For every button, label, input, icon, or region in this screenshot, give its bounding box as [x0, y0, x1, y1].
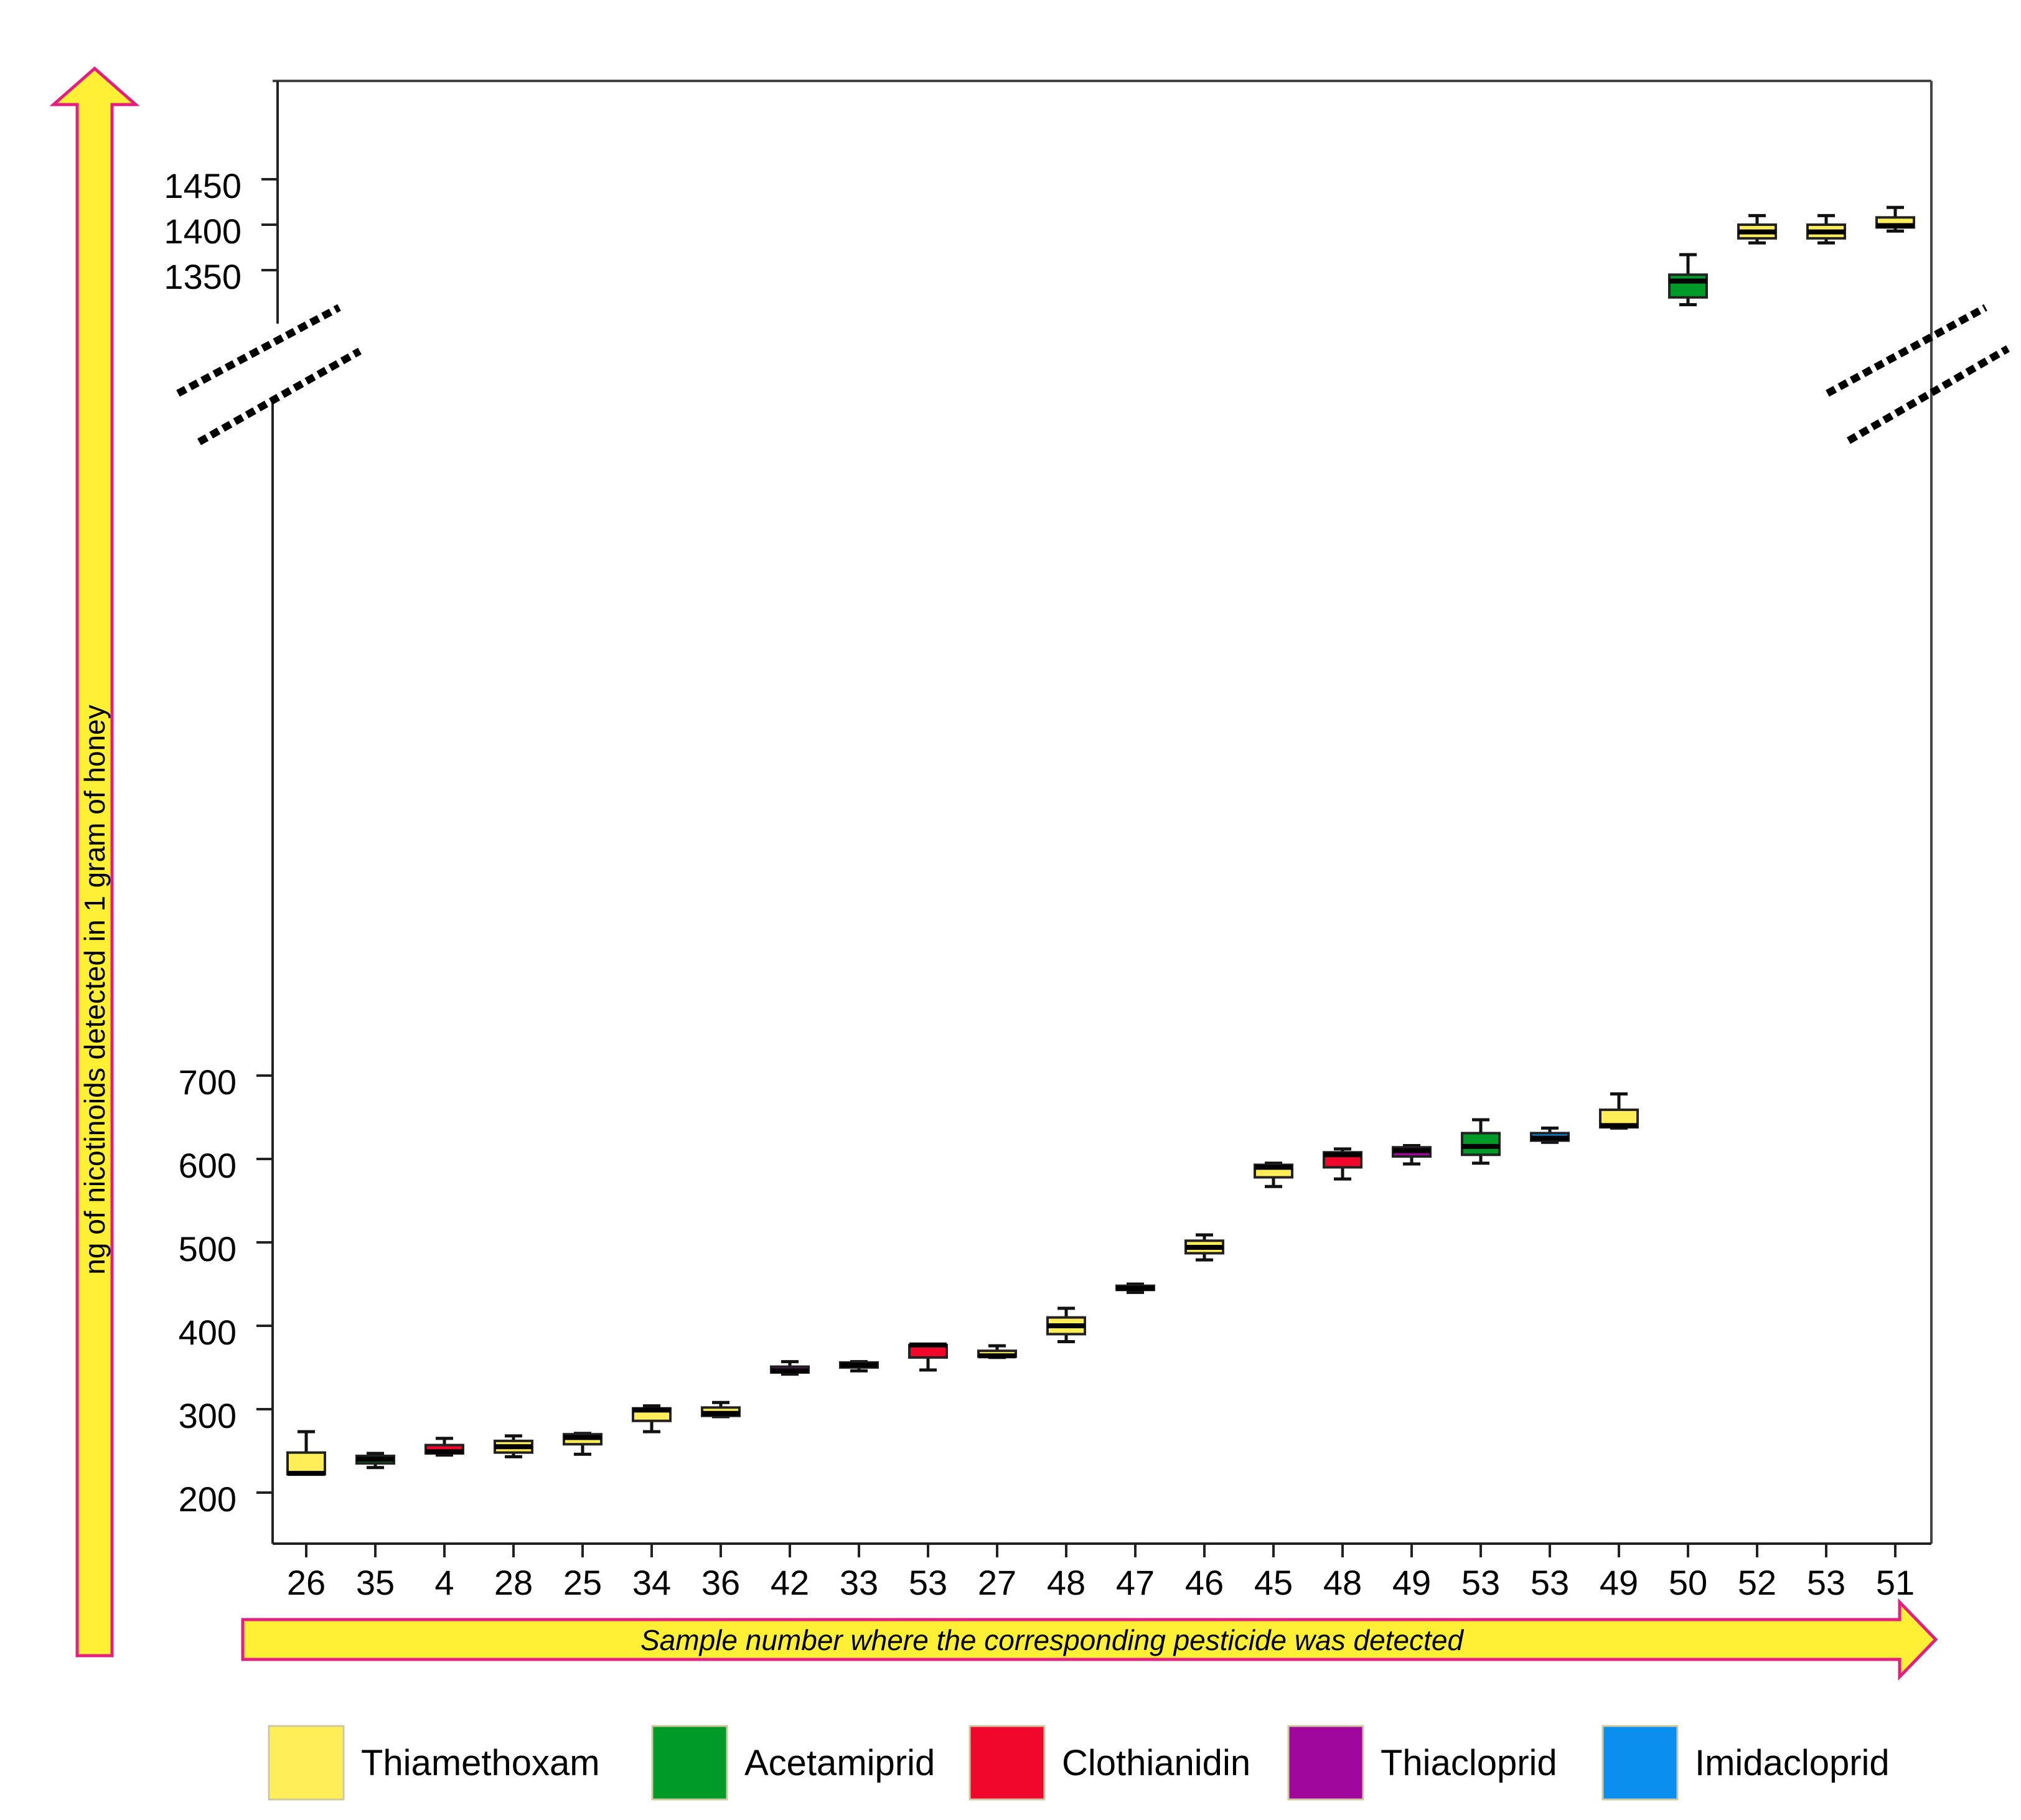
y-tick-label-lower-0: 200 [179, 1480, 237, 1519]
box-17 [1461, 1118, 1501, 1165]
x-tick-label-23: 51 [1876, 1563, 1915, 1602]
x-tick-label-6: 36 [701, 1563, 740, 1602]
axis-break-right-2 [1846, 345, 2010, 444]
y-tick-label-lower-3: 500 [179, 1229, 237, 1269]
y-axis-ticks: 200 300 400 500 600 700 1350 1400 1450 [164, 166, 278, 1519]
box-3 [494, 1434, 533, 1458]
legend-label: Clothianidin [1062, 1743, 1250, 1783]
x-tick-label-14: 45 [1254, 1563, 1293, 1602]
legend-label: Thiacloprid [1381, 1743, 1557, 1783]
x-tick-label-20: 50 [1669, 1563, 1707, 1602]
legend-swatch [1601, 1725, 1679, 1801]
y-axis-title-arrow: ng of nicotinoids detected in 1 gram of … [49, 66, 140, 1658]
box-0 [286, 1430, 326, 1476]
box-11 [1046, 1306, 1086, 1343]
box-5 [632, 1404, 672, 1433]
x-tick-label-9: 53 [909, 1563, 947, 1602]
x-tick-label-15: 48 [1323, 1563, 1362, 1602]
x-tick-label-21: 52 [1738, 1563, 1776, 1602]
box-22 [1806, 213, 1846, 245]
legend-swatch [1287, 1725, 1364, 1801]
legend-item-thiacloprid: Thiacloprid [1287, 1725, 1557, 1801]
axis-break-right-1 [1826, 304, 1987, 397]
legend-swatch [651, 1725, 728, 1801]
x-tick-label-13: 46 [1185, 1563, 1224, 1602]
box-7 [770, 1360, 810, 1376]
box-8 [839, 1360, 879, 1372]
y-tick-label-upper-0: 1350 [164, 257, 241, 296]
legend-swatch [268, 1725, 345, 1801]
x-tick-label-3: 28 [494, 1563, 533, 1602]
box-18 [1530, 1126, 1570, 1144]
box-20 [1668, 253, 1708, 306]
plot-frame [271, 80, 1933, 1545]
legend-item-imidacloprid: Imidacloprid [1601, 1725, 1890, 1801]
box-21 [1737, 213, 1777, 245]
y-tick-label-lower-5: 700 [179, 1062, 237, 1102]
box-10 [977, 1344, 1017, 1359]
box-body [1461, 1132, 1501, 1156]
box-body [286, 1451, 326, 1476]
x-axis-title: Sample number where the corresponding pe… [640, 1624, 1464, 1656]
x-tick-label-5: 34 [632, 1563, 671, 1602]
x-tick-label-18: 53 [1531, 1563, 1569, 1602]
x-tick-label-11: 48 [1047, 1563, 1086, 1602]
y-tick-label-lower-1: 300 [179, 1396, 237, 1435]
box-6 [701, 1400, 741, 1419]
x-tick-label-10: 27 [978, 1563, 1016, 1602]
box-12 [1115, 1282, 1155, 1294]
box-2 [424, 1437, 464, 1457]
x-tick-label-19: 49 [1600, 1563, 1638, 1602]
x-axis-title-arrow: Sample number where the corresponding pe… [241, 1598, 1938, 1681]
box-23 [1875, 205, 1915, 233]
y-tick-label-upper-1: 1400 [164, 212, 241, 251]
x-tick-label-0: 26 [287, 1563, 326, 1602]
box-16 [1392, 1144, 1432, 1166]
axis-break-left-2 [197, 347, 362, 446]
y-arrow-shape [49, 66, 140, 1658]
legend-swatch [968, 1725, 1046, 1801]
x-tick-label-16: 49 [1392, 1563, 1431, 1602]
legend-item-acetamiprid: Acetamiprid [651, 1725, 935, 1801]
axis-break-left-1 [176, 304, 341, 397]
legend-label: Imidacloprid [1695, 1743, 1890, 1783]
y-axis-title: ng of nicotinoids detected in 1 gram of … [78, 705, 111, 1275]
x-tick-label-22: 53 [1807, 1563, 1845, 1602]
x-tick-label-4: 25 [563, 1563, 602, 1602]
box-15 [1323, 1147, 1362, 1181]
x-tick-label-1: 35 [356, 1563, 395, 1602]
box-series [286, 205, 1915, 1476]
x-axis-ticks: 26 35 4 28 25 34 36 42 33 53 27 48 47 46 45 48 49 53 53 49 5… [287, 1544, 1915, 1602]
x-tick-label-8: 33 [840, 1563, 878, 1602]
y-tick-label-upper-2: 1450 [164, 166, 241, 205]
box-9 [908, 1342, 948, 1372]
y-tick-label-lower-4: 600 [179, 1146, 237, 1185]
x-tick-label-2: 4 [434, 1563, 454, 1602]
legend-item-thiamethoxam: Thiamethoxam [268, 1725, 600, 1801]
legend-label: Thiamethoxam [361, 1743, 600, 1783]
legend-label: Acetamiprid [744, 1743, 935, 1783]
legend-item-clothianidin: Clothianidin [968, 1725, 1250, 1801]
box-14 [1254, 1161, 1293, 1188]
axis-break-marks [176, 304, 2010, 446]
box-13 [1184, 1233, 1224, 1262]
legend: Thiamethoxam Acetamiprid Clothianidin Thiac… [268, 1725, 1890, 1801]
x-arrow-shape [241, 1598, 1938, 1681]
x-tick-label-7: 42 [771, 1563, 809, 1602]
box-1 [355, 1452, 395, 1470]
x-tick-label-17: 53 [1461, 1563, 1500, 1602]
box-19 [1599, 1092, 1639, 1130]
box-body [1668, 273, 1708, 299]
y-tick-label-lower-2: 400 [179, 1313, 237, 1352]
box-4 [563, 1432, 603, 1456]
x-tick-label-12: 47 [1116, 1563, 1155, 1602]
